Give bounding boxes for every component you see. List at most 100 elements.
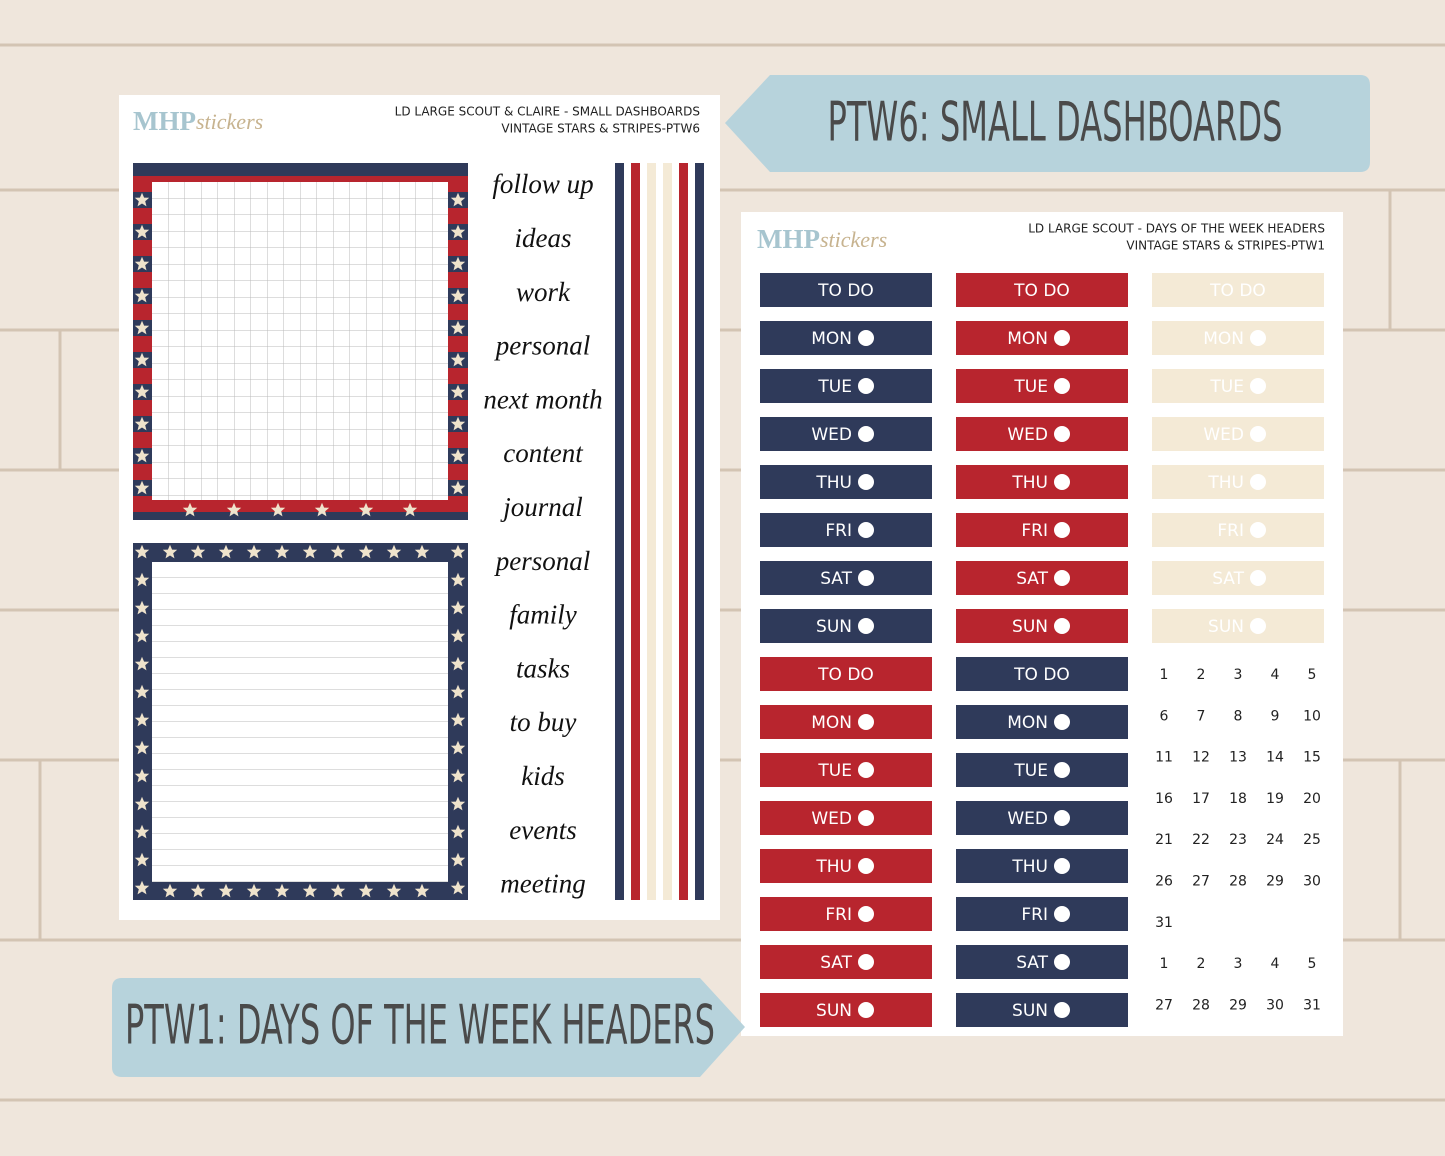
word-sticker: personal [494,546,591,576]
date-number: 29 [1229,997,1247,1013]
day-header-sticker [760,657,932,691]
checkbox-dot [858,1002,874,1018]
day-label: SAT [820,569,852,589]
day-label: FRI [1021,905,1048,925]
date-number: 2 [1197,956,1206,972]
sheet-header: VINTAGE STARS & STRIPES-PTW1 [1126,239,1325,253]
checkbox-dot [858,618,874,634]
day-label: MON [811,713,852,733]
day-label: FRI [1217,521,1244,541]
checkbox-dot [858,426,874,442]
day-label: TUE [1013,761,1048,781]
day-header-sticker [1152,465,1324,499]
logo: MHPstickers [133,106,263,136]
day-label: SAT [1212,569,1244,589]
word-sticker: kids [521,761,565,791]
checkbox-dot [1054,954,1070,970]
day-label: SAT [820,953,852,973]
day-header-sticker [1152,273,1324,307]
checkbox-dot [858,810,874,826]
day-label: WED [1007,809,1048,829]
day-header-sticker [760,705,932,739]
day-label: TUE [1209,377,1244,397]
day-label: WED [1203,425,1244,445]
banner-title: PTW6: SMALL DASHBOARDS [828,91,1283,154]
day-label: MON [1203,329,1244,349]
day-header-sticker [760,993,932,1027]
word-sticker: follow up [492,169,593,199]
date-number: 7 [1197,708,1206,724]
day-label: FRI [825,905,852,925]
day-header-sticker [956,465,1128,499]
word-sticker: family [509,600,577,630]
checkbox-dot [1250,378,1266,394]
day-header-sticker [956,273,1128,307]
checkbox-dot [1250,570,1266,586]
word-sticker: personal [494,331,591,361]
day-label: FRI [1021,521,1048,541]
day-header-sticker [956,609,1128,643]
day-label: THU [815,857,852,877]
day-label: MON [1007,713,1048,733]
day-header-sticker [760,945,932,979]
day-header-sticker [760,609,932,643]
checkbox-dot [858,378,874,394]
day-label: TUE [817,761,852,781]
checkbox-dot [858,522,874,538]
banner-title: PTW1: DAYS OF THE WEEK HEADERS [125,994,715,1057]
date-number: 18 [1229,791,1247,807]
checkbox-dot [1054,810,1070,826]
checkbox-dot [1054,762,1070,778]
day-label: THU [1011,473,1048,493]
date-number: 5 [1308,956,1317,972]
day-header-sticker [760,273,932,307]
day-header-sticker [760,561,932,595]
checkbox-dot [1054,426,1070,442]
word-sticker: events [509,815,576,845]
checkbox-dot [1054,858,1070,874]
day-label: TUE [1013,377,1048,397]
day-header-sticker [1152,561,1324,595]
checkbox-dot [858,858,874,874]
date-number: 28 [1192,997,1210,1013]
date-number: 30 [1266,997,1284,1013]
word-sticker: journal [500,492,583,522]
date-number: 3 [1234,956,1243,972]
checkbox-dot [1250,426,1266,442]
word-sticker: to buy [510,707,577,737]
date-number: 22 [1192,832,1210,848]
day-header-sticker [1152,321,1324,355]
day-header-sticker [956,705,1128,739]
date-number: 16 [1155,791,1173,807]
day-label: SUN [816,617,852,637]
word-sticker: next month [483,384,602,414]
day-label: MON [811,329,852,349]
day-header-sticker [760,513,932,547]
checkbox-dot [1054,378,1070,394]
day-label: FRI [825,521,852,541]
sheet-header: LD LARGE SCOUT & CLAIRE - SMALL DASHBOAR… [395,105,700,119]
date-number: 15 [1303,750,1321,766]
checkbox-dot [1054,570,1070,586]
day-header-sticker [760,417,932,451]
date-number: 31 [1155,915,1173,931]
date-number: 6 [1160,708,1169,724]
checkbox-dot [1250,522,1266,538]
date-number: 28 [1229,874,1247,890]
day-label: TO DO [1013,665,1070,685]
grid-lines [152,182,448,500]
day-header-sticker [1152,609,1324,643]
sheet-header: VINTAGE STARS & STRIPES-PTW6 [501,122,700,136]
day-label: TO DO [1209,281,1266,301]
date-number: 13 [1229,750,1247,766]
date-number: 26 [1155,874,1173,890]
checkbox-dot [1054,1002,1070,1018]
date-number: 14 [1266,750,1284,766]
day-header-sticker [956,321,1128,355]
day-label: TO DO [817,281,874,301]
day-label: WED [811,425,852,445]
day-header-sticker [956,801,1128,835]
date-number: 1 [1160,956,1169,972]
